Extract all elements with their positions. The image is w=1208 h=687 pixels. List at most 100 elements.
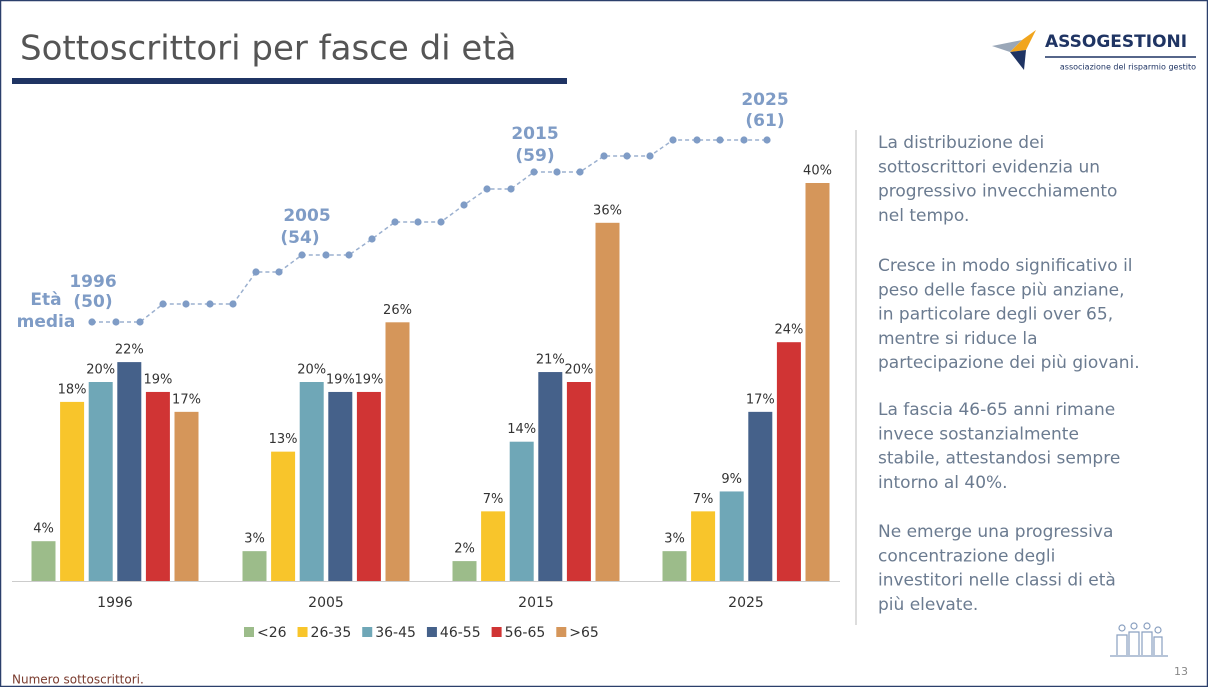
value-label: 19% (354, 372, 383, 387)
value-label: 21% (536, 353, 565, 368)
legend-label: 56-65 (505, 625, 546, 641)
value-label: 9% (721, 472, 742, 487)
logo-star (1010, 30, 1036, 52)
annotation: (54) (280, 228, 319, 248)
annotation: media (17, 312, 76, 332)
value-label: 20% (297, 363, 326, 378)
value-label: 13% (269, 432, 298, 447)
value-label: 20% (564, 363, 593, 378)
paragraph-line: La fascia 46-65 anni rimane (878, 400, 1115, 420)
age-dot (669, 136, 677, 144)
annotation: 2005 (283, 206, 330, 226)
value-label: 17% (746, 392, 775, 407)
value-label: 19% (143, 372, 172, 387)
value-label: 36% (593, 203, 622, 218)
age-dot (206, 300, 214, 308)
annotation: (50) (73, 292, 112, 312)
bar (31, 541, 56, 581)
paragraph-line: concentrazione degli (878, 546, 1055, 566)
legend-swatch (297, 627, 308, 637)
annotation: Età (30, 290, 61, 310)
logo-star (1010, 50, 1026, 70)
age-dot (298, 251, 306, 259)
paragraph-line: nel tempo. (878, 206, 969, 226)
value-label: 3% (244, 532, 265, 547)
age-line (92, 139, 767, 323)
paragraph-line: stabile, attestandosi sempre (878, 449, 1120, 469)
value-label: 7% (483, 492, 504, 507)
bar (385, 322, 410, 581)
legend-label: >65 (569, 625, 599, 641)
bar (242, 551, 267, 581)
paragraph-line: Ne emerge una progressiva (878, 522, 1113, 542)
age-dot (159, 300, 167, 308)
age-dot (229, 300, 237, 308)
legend-swatch (556, 627, 567, 637)
age-dot (368, 235, 376, 243)
annotation: 1996 (69, 272, 116, 292)
value-label: 14% (507, 422, 536, 437)
bar (719, 491, 744, 581)
annotation: 2015 (511, 124, 558, 144)
age-dot (763, 136, 771, 144)
legend-swatch (491, 627, 502, 637)
bar (748, 411, 773, 581)
value-label: 22% (115, 343, 144, 358)
bar (174, 411, 199, 581)
legend-label: 26-35 (311, 625, 352, 641)
age-dot (414, 218, 422, 226)
paragraph-line: sottoscrittori evidenzia un (878, 157, 1100, 177)
bar (60, 401, 85, 581)
age-dot (112, 318, 120, 326)
age-dot (391, 218, 399, 226)
bar (662, 551, 687, 581)
bar (776, 342, 801, 581)
age-dot (483, 185, 491, 193)
legend-label: 46-55 (440, 625, 481, 641)
legend-swatch (426, 627, 437, 637)
value-label: 19% (326, 372, 355, 387)
age-dot (136, 318, 144, 326)
bar (691, 511, 716, 581)
age-dot (88, 318, 96, 326)
paragraph-line: partecipazione dei più giovani. (878, 353, 1140, 373)
age-dot (530, 168, 538, 176)
paragraph-line: peso delle fasce più anziane, (878, 280, 1125, 300)
paragraph-line: invece sostanzialmente (878, 424, 1079, 444)
age-dot (182, 300, 190, 308)
age-dot (576, 168, 584, 176)
paragraph-line: progressivo invecchiamento (878, 182, 1117, 202)
legend-swatch (244, 627, 254, 637)
value-label: 3% (664, 532, 685, 547)
bar (566, 382, 591, 581)
bar (117, 362, 142, 581)
bar (805, 183, 830, 581)
value-label: 18% (58, 382, 87, 397)
age-dot (460, 201, 468, 209)
logo-star (992, 40, 1022, 52)
age-dot (646, 152, 654, 160)
annotation: 2025 (741, 90, 788, 110)
bar (452, 561, 477, 581)
value-label: 4% (33, 522, 54, 537)
paragraph-line: mentre si riduce la (878, 329, 1038, 349)
legend-label: 36-45 (375, 625, 416, 641)
age-dot (252, 268, 260, 276)
paragraph-line: Cresce in modo significativo il (878, 256, 1133, 276)
age-dot (437, 218, 445, 226)
bar (538, 372, 563, 581)
x-tick-label: 2005 (308, 595, 344, 611)
logo-text: ASSOGESTIONI (1045, 32, 1187, 52)
age-dot (553, 168, 561, 176)
bar (271, 451, 296, 581)
value-label: 7% (693, 492, 714, 507)
age-dot (600, 152, 608, 160)
bar (595, 222, 620, 582)
bar (481, 511, 506, 581)
value-label: 26% (383, 303, 412, 318)
legend-label: <26 (257, 625, 287, 641)
legend-swatch (362, 627, 373, 637)
value-label: 40% (803, 164, 832, 179)
